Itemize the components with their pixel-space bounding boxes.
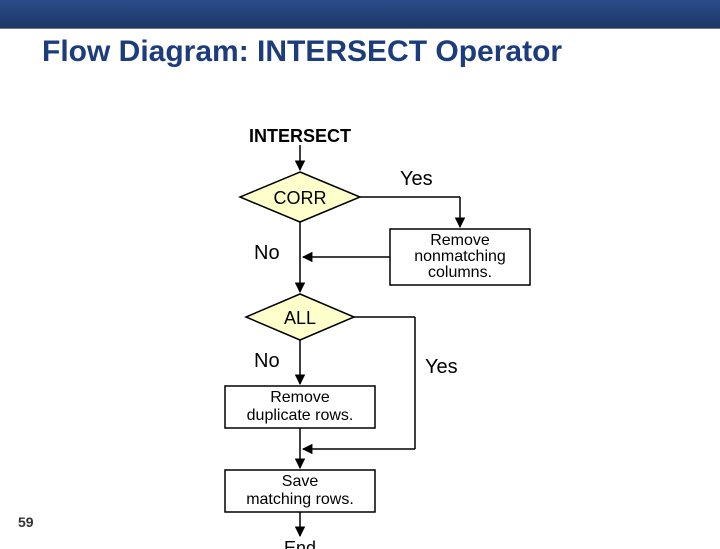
- save-line2: matching rows.: [246, 491, 354, 508]
- end-label: End: [284, 538, 316, 549]
- all-no-label: No: [254, 350, 280, 372]
- flowchart-svg: INTERSECT CORR Yes Remove nonmatching co…: [0, 69, 720, 549]
- corr-yes-label: Yes: [400, 168, 433, 190]
- slide-title: Flow Diagram: INTERSECT Operator: [42, 35, 720, 69]
- all-label: ALL: [284, 308, 316, 328]
- page-number: 59: [18, 514, 34, 530]
- corr-no-label: No: [254, 242, 280, 264]
- start-label: INTERSECT: [249, 126, 351, 146]
- header-bar: [0, 0, 720, 29]
- remove-dup-line2: duplicate rows.: [247, 407, 354, 424]
- save-line1: Save: [282, 473, 319, 490]
- remove-cols-line3: columns.: [428, 264, 492, 281]
- corr-label: CORR: [274, 188, 327, 208]
- all-yes-label: Yes: [425, 356, 458, 378]
- remove-cols-line1: Remove: [430, 232, 490, 249]
- remove-cols-line2: nonmatching: [414, 248, 506, 265]
- remove-dup-line1: Remove: [270, 389, 330, 406]
